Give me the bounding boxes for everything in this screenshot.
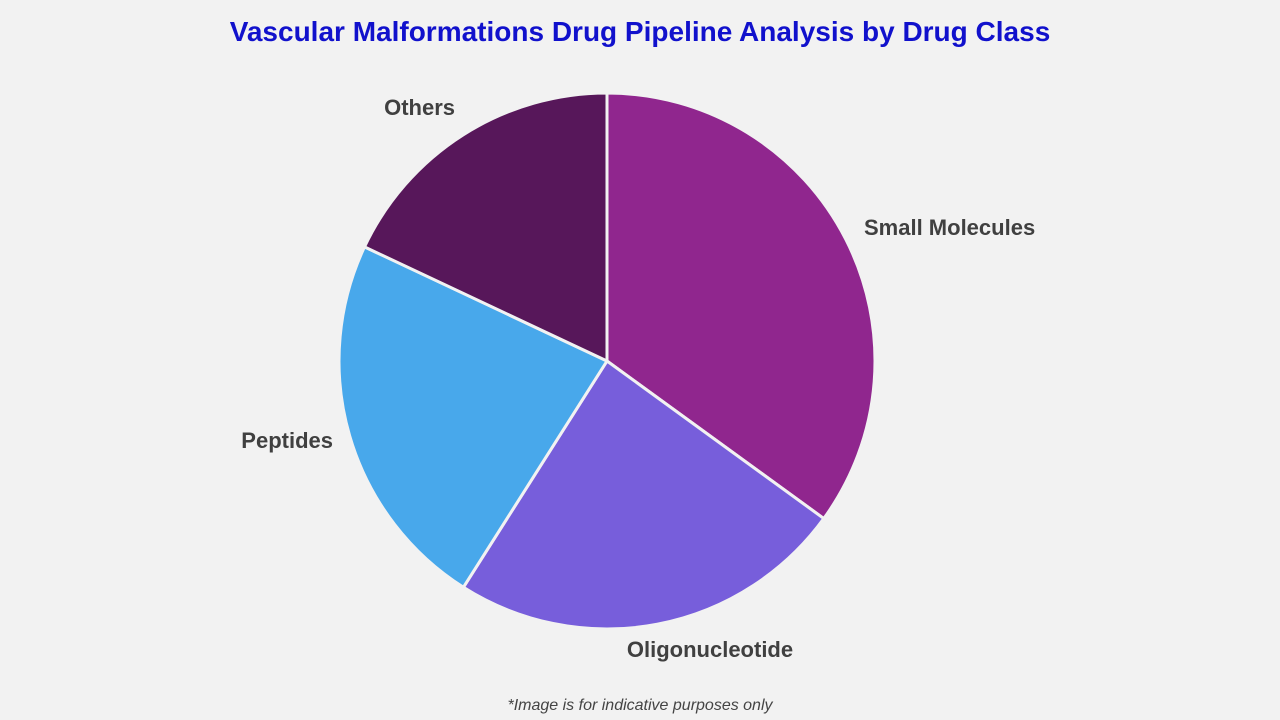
pie-slice-oligonucleotide [461, 359, 826, 631]
pie-slice-small-molecules [605, 91, 877, 521]
chart-title: Vascular Malformations Drug Pipeline Ana… [229, 16, 1051, 47]
pie-slice-others [363, 91, 609, 363]
footnote: *Image is for indicative purposes only [507, 697, 773, 714]
slice-label-peptides: Peptides [241, 428, 333, 453]
pie-slice-peptides [337, 245, 609, 589]
slice-label-oligonucleotide: Oligonucleotide [627, 637, 793, 662]
slice-label-small-molecules: Small Molecules [864, 215, 1035, 240]
slice-label-others: Others [384, 95, 455, 120]
pie-labels: Small Molecules Oligonucleotide Peptides Ot… [241, 95, 1035, 662]
pie-slices [337, 91, 877, 631]
